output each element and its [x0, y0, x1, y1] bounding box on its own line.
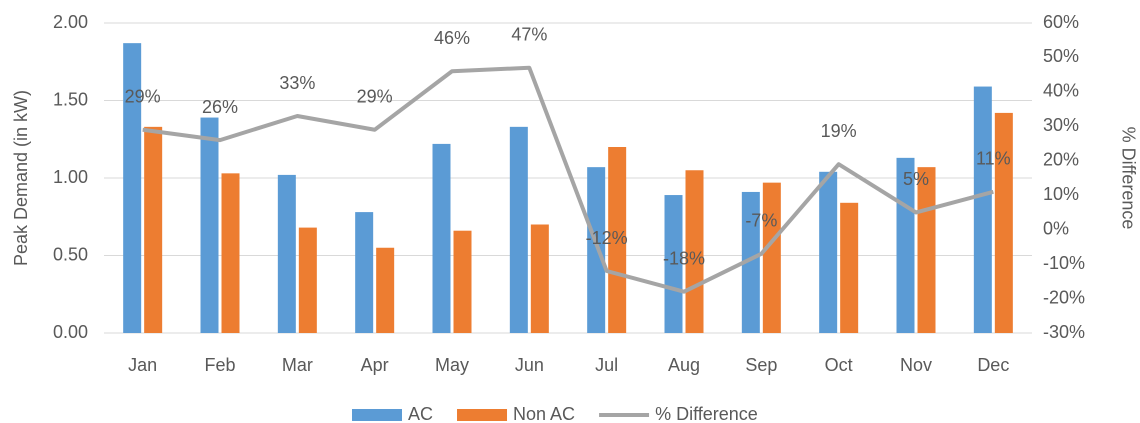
data-label: 33%	[279, 73, 315, 93]
legend-label: % Difference	[655, 404, 758, 423]
x-tick-label: Sep	[745, 355, 777, 375]
x-tick-label: Feb	[204, 355, 235, 375]
bar	[664, 195, 683, 333]
x-tick-label: Nov	[900, 355, 932, 375]
data-label: -18%	[663, 248, 705, 268]
bar	[123, 43, 142, 334]
x-tick-label: Jul	[595, 355, 618, 375]
bar	[840, 202, 859, 333]
data-label: 11%	[976, 149, 1011, 169]
x-tick-label: Dec	[977, 355, 1009, 375]
legend-label: AC	[408, 404, 433, 423]
bar	[917, 167, 936, 333]
x-tick-label: May	[435, 355, 469, 375]
bar	[685, 170, 704, 333]
y-tick-label: 0.00	[53, 322, 88, 342]
legend-swatch	[457, 409, 508, 421]
bar	[973, 86, 992, 333]
data-label: 46%	[434, 28, 470, 48]
bar	[200, 117, 219, 333]
bar	[432, 143, 451, 333]
data-label: 29%	[125, 87, 161, 107]
x-tick-label: Apr	[361, 355, 389, 375]
y2-axis-label: % Difference	[1118, 127, 1138, 230]
y2-tick-label: -20%	[1043, 287, 1085, 307]
data-label: -7%	[745, 211, 777, 231]
y-tick-label: 1.00	[53, 167, 88, 187]
y2-tick-label: 10%	[1043, 184, 1079, 204]
x-tick-label: Jan	[128, 355, 157, 375]
legend-swatch	[352, 409, 402, 421]
y2-tick-label: -10%	[1043, 253, 1085, 273]
bar	[741, 191, 760, 333]
bar	[221, 173, 240, 333]
x-tick-label: Aug	[668, 355, 700, 375]
bar	[994, 112, 1013, 334]
y2-tick-label: 50%	[1043, 46, 1079, 66]
line-series	[142, 65, 994, 294]
data-label: 47%	[511, 25, 547, 45]
legend-label: Non AC	[513, 404, 575, 423]
y2-tick-label: 0%	[1043, 218, 1069, 238]
y2-tick-label: 60%	[1043, 12, 1079, 32]
y2-tick-label: 20%	[1043, 150, 1079, 170]
bar	[819, 171, 838, 333]
y2-tick-label: 30%	[1043, 115, 1079, 135]
data-label: 26%	[202, 97, 238, 117]
y-tick-label: 2.00	[53, 12, 88, 32]
y-tick-label: 0.50	[53, 244, 88, 264]
x-tick-label: Oct	[825, 355, 853, 375]
bar	[376, 247, 395, 333]
bar	[277, 174, 296, 333]
data-label: 19%	[821, 121, 857, 141]
data-label: -12%	[586, 228, 628, 248]
bar	[530, 224, 549, 333]
y-tick-label: 1.50	[53, 89, 88, 109]
y2-tick-label: -30%	[1043, 322, 1085, 342]
data-label: 5%	[903, 169, 929, 189]
bar	[509, 126, 528, 333]
x-tick-label: Jun	[515, 355, 544, 375]
bar	[587, 167, 606, 333]
bar	[762, 182, 781, 333]
x-tick-label: Mar	[282, 355, 313, 375]
bar	[453, 230, 472, 333]
bar	[144, 126, 163, 333]
data-label: 29%	[357, 87, 393, 107]
y-axis-label: Peak Demand (in kW)	[11, 90, 31, 266]
bar	[298, 227, 317, 333]
y2-tick-label: 40%	[1043, 81, 1079, 101]
bar	[608, 147, 627, 333]
bar	[355, 212, 374, 333]
